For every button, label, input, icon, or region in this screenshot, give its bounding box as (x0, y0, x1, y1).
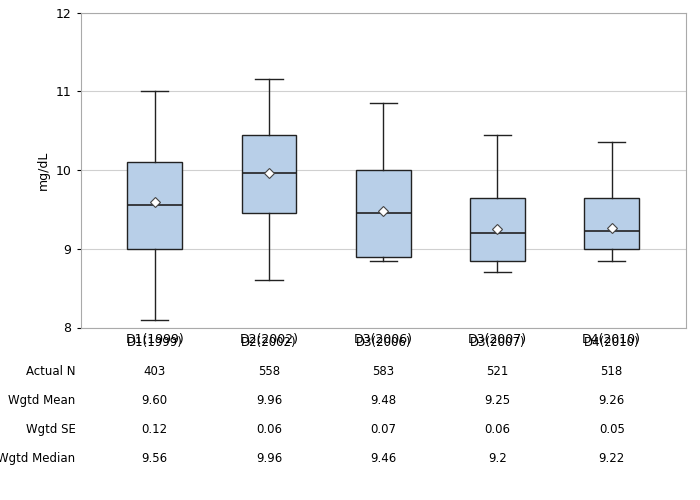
Text: Wgtd SE: Wgtd SE (26, 423, 76, 436)
Text: 9.26: 9.26 (598, 394, 625, 407)
Text: 403: 403 (144, 365, 166, 378)
Text: 0.05: 0.05 (598, 423, 624, 436)
Text: Wgtd Median: Wgtd Median (0, 452, 76, 465)
Text: D2(2002): D2(2002) (241, 336, 297, 349)
Text: D3(2007): D3(2007) (470, 336, 525, 349)
Text: 0.12: 0.12 (141, 423, 168, 436)
Text: 9.2: 9.2 (488, 452, 507, 465)
Text: D4(2010): D4(2010) (584, 336, 640, 349)
PathPatch shape (241, 134, 296, 214)
Text: 9.25: 9.25 (484, 394, 510, 407)
Text: Actual N: Actual N (26, 365, 76, 378)
Text: 9.56: 9.56 (141, 452, 168, 465)
Text: Wgtd Mean: Wgtd Mean (8, 394, 76, 407)
Text: 9.96: 9.96 (256, 394, 282, 407)
Text: 0.06: 0.06 (256, 423, 282, 436)
PathPatch shape (356, 170, 411, 256)
Text: 9.22: 9.22 (598, 452, 625, 465)
Text: 9.46: 9.46 (370, 452, 396, 465)
PathPatch shape (470, 198, 525, 260)
Text: 583: 583 (372, 365, 394, 378)
Text: 0.07: 0.07 (370, 423, 396, 436)
PathPatch shape (584, 198, 639, 248)
Text: 9.96: 9.96 (256, 452, 282, 465)
Text: 9.48: 9.48 (370, 394, 396, 407)
Text: D3(2006): D3(2006) (356, 336, 411, 349)
Text: 558: 558 (258, 365, 280, 378)
Text: 518: 518 (601, 365, 623, 378)
Y-axis label: mg/dL: mg/dL (37, 150, 50, 190)
PathPatch shape (127, 162, 182, 248)
Text: 521: 521 (486, 365, 509, 378)
Text: 0.06: 0.06 (484, 423, 510, 436)
Text: D1(1999): D1(1999) (127, 336, 183, 349)
Text: 9.60: 9.60 (141, 394, 168, 407)
